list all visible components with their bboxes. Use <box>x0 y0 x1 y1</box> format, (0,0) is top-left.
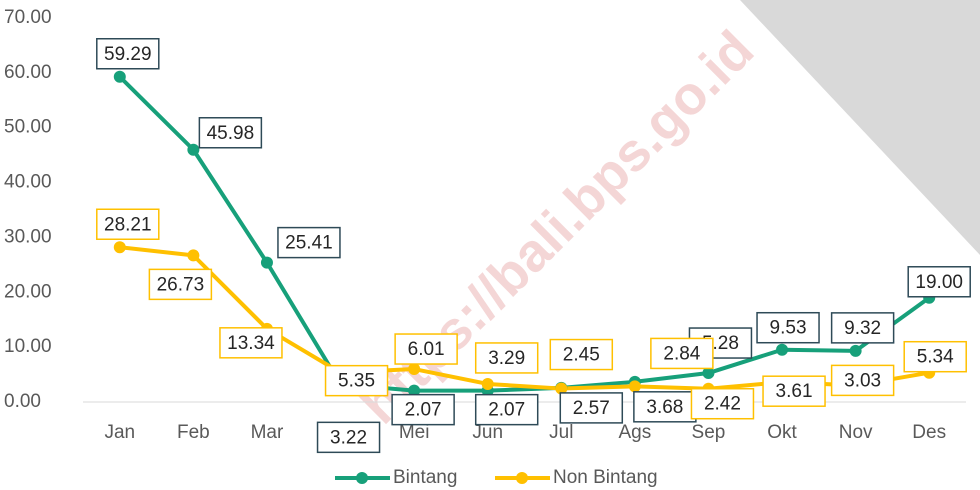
data-label: 9.32 <box>844 318 881 339</box>
label-box <box>474 342 539 374</box>
label-box <box>762 375 826 407</box>
y-tick-label: 20.00 <box>4 281 52 302</box>
data-label: 3.61 <box>776 381 813 402</box>
x-tick-label: Mei <box>399 422 430 443</box>
data-label: 3.68 <box>646 397 683 418</box>
y-tick-label: 30.00 <box>4 226 52 247</box>
label-box <box>324 364 389 397</box>
data-label: 5.34 <box>917 347 954 368</box>
x-tick-label: Ags <box>619 422 652 443</box>
legend-marker <box>516 472 528 484</box>
data-label: 45.98 <box>207 123 255 144</box>
background-shape <box>740 0 980 255</box>
x-tick-label: Jan <box>104 422 135 443</box>
label-box <box>394 333 458 365</box>
data-label: 26.73 <box>157 274 205 295</box>
data-label: 2.07 <box>405 400 442 421</box>
point <box>776 343 789 356</box>
label-box <box>650 337 714 370</box>
point <box>849 344 862 357</box>
x-tick-label: Feb <box>177 422 210 443</box>
data-label: 25.41 <box>285 233 333 254</box>
label-box <box>903 340 967 373</box>
label-box <box>830 312 895 344</box>
data-label: 2.07 <box>488 400 525 421</box>
x-tick-label: Jul <box>549 422 573 443</box>
label-box <box>148 268 213 301</box>
point <box>702 367 715 380</box>
data-label: 3.03 <box>844 370 881 391</box>
series-line <box>118 75 931 393</box>
y-tick-label: 10.00 <box>4 336 52 357</box>
x-tick-label: Okt <box>767 422 797 443</box>
point <box>260 256 273 269</box>
data-label: 19.00 <box>915 272 963 293</box>
legend-label: Non Bintang <box>553 467 658 488</box>
label-box <box>316 421 381 454</box>
x-tick-label: Nov <box>839 422 873 443</box>
y-tick-label: 50.00 <box>4 117 52 138</box>
point <box>187 143 200 156</box>
point <box>628 380 641 393</box>
label-box <box>830 364 895 397</box>
legend-label: Bintang <box>393 467 457 488</box>
data-label: 6.01 <box>408 339 445 360</box>
label-box <box>198 117 263 149</box>
point <box>481 377 494 390</box>
data-label: 28.21 <box>104 214 152 235</box>
x-tick-label: Jun <box>472 422 503 443</box>
y-tick-label: 0.00 <box>4 391 41 412</box>
label-box <box>96 208 160 240</box>
y-tick-label: 70.00 <box>4 7 52 28</box>
point <box>113 70 126 83</box>
label-box <box>277 226 341 259</box>
label-box <box>907 266 971 298</box>
data-label: 2.57 <box>573 398 610 419</box>
y-tick-label: 40.00 <box>4 172 52 193</box>
point <box>408 384 421 397</box>
data-label: 3.22 <box>330 427 367 448</box>
data-label: 13.34 <box>227 333 275 354</box>
point <box>187 249 200 262</box>
label-box <box>756 311 820 344</box>
x-tick-label: Des <box>912 422 946 443</box>
data-label: 2.84 <box>663 343 700 364</box>
data-label: 3.29 <box>488 348 525 369</box>
point <box>408 363 421 376</box>
point <box>555 382 568 395</box>
data-label: 2.42 <box>704 394 741 415</box>
label-box <box>219 327 283 359</box>
label-box <box>690 387 755 420</box>
data-label: 9.53 <box>770 318 807 339</box>
label-box <box>559 392 624 424</box>
data-label: 5.35 <box>338 371 375 392</box>
label-box <box>391 393 455 426</box>
data-label: 59.29 <box>104 44 152 65</box>
point <box>113 241 126 254</box>
x-tick-label: Sep <box>692 422 726 443</box>
label-box <box>96 38 160 70</box>
label-box <box>549 338 614 371</box>
label-box <box>474 393 539 426</box>
x-tick-label: Mar <box>251 422 284 443</box>
legend-marker <box>356 472 368 484</box>
y-tick-label: 60.00 <box>4 62 52 83</box>
data-label: 2.45 <box>563 345 600 366</box>
